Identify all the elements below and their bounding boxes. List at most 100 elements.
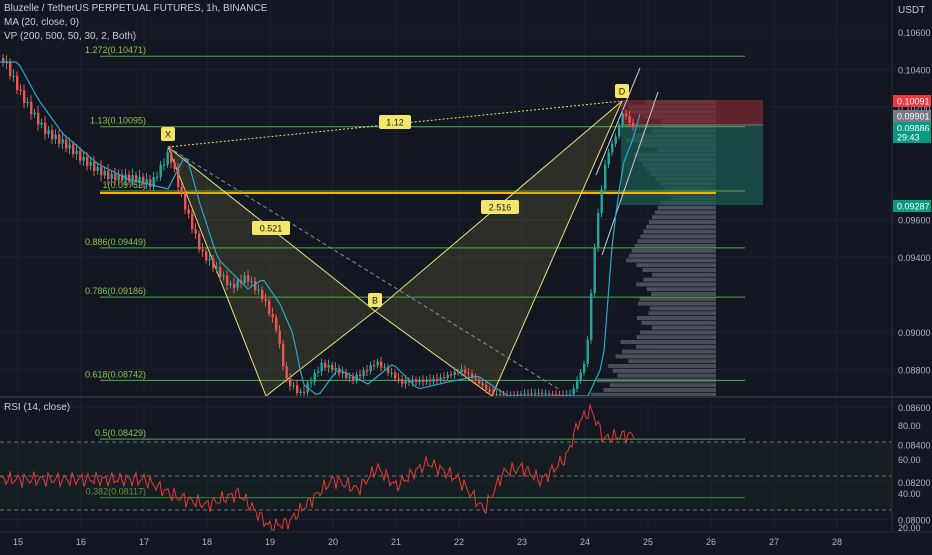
candle-body [387,367,390,373]
candle-body [359,374,362,377]
vp-row [591,392,716,397]
price-tag-bg [893,110,931,122]
candle-body [121,174,124,181]
rsi-pane[interactable] [0,404,892,531]
time-tick-label: 23 [517,537,527,547]
candle-body [243,275,246,284]
candle-body [439,377,442,381]
candle-body [394,372,397,379]
price-tag: 0.09287 [897,202,930,212]
candle-body [551,394,554,396]
candle-body [471,373,474,378]
candle-body [327,364,330,368]
candle-body [264,299,267,302]
candle-body [292,385,295,387]
candle-body [614,136,617,144]
candle-body [65,139,68,149]
candle-body [348,376,351,378]
vp-row [641,320,716,325]
candle-body [184,193,187,210]
candle-body [131,175,134,181]
time-tick-label: 25 [643,537,653,547]
bcd-triangle [375,101,622,396]
candle-body [117,174,120,181]
vp-row [608,364,716,368]
candle-body [369,365,372,372]
candle-body [572,388,575,395]
candle-body [180,186,183,194]
price-tick-label: 0.08200 [898,478,931,488]
vp-row [617,373,716,378]
candle-body [520,394,523,396]
candle-body [156,176,159,178]
candle-body [5,62,8,64]
candle-body [502,395,505,396]
candle-body [432,378,435,382]
rsi-tick-label: 20.00 [898,523,921,533]
candle-body [345,372,348,378]
candle-body [26,101,29,104]
time-tick-label: 27 [769,537,779,547]
vp-row [612,368,716,373]
candle-body [103,170,106,176]
candle-body [285,366,288,379]
candle-body [229,283,232,286]
candle-body [478,379,481,384]
vp-row [643,229,716,234]
fib-label: 1.272(0.10471) [85,45,146,55]
candle-body [82,156,85,161]
currency-label[interactable]: USDT [898,5,926,16]
xab-triangle [168,147,375,396]
vp-legend[interactable]: VP (200, 500, 50, 30, 2, Both) [4,31,137,42]
candle-body [355,374,358,381]
candle-body [23,90,26,104]
vp-row [636,335,716,340]
ratio-bd-badge: 2.516 [489,203,512,213]
rsi-legend[interactable]: RSI (14, close) [4,402,71,413]
candle-body [390,372,393,374]
vp-row [646,224,716,229]
price-tick-label: 0.10200 [898,103,931,113]
candle-body [341,372,344,374]
vp-row [651,292,716,296]
candle-body [61,139,64,144]
pattern-leg [265,310,376,397]
candle-body [397,378,400,380]
ma-legend[interactable]: MA (20, close, 0) [4,17,80,28]
candle-body [583,363,586,373]
time-tick-label: 22 [454,537,464,547]
fib-label: 0.786(0.09186) [85,286,146,296]
price-tag-bg [893,131,931,143]
candle-body [93,162,96,172]
candle-body [159,164,162,177]
candle-body [324,362,327,368]
candle-body [100,166,103,176]
symbol-title[interactable]: Bluzelle / TetherUS PERPETUAL FUTURES, 1… [4,3,268,14]
fib-levels: 1.272(0.10471) 1.13(0.10095) 1(0.09752) 0.8… [85,45,745,499]
take-profit-zone [621,125,763,205]
candle-body [450,374,453,376]
candle-body [415,379,418,383]
vp-row [622,349,716,354]
candle-body [86,156,89,166]
candle-body [215,267,218,269]
candle-body [47,130,50,134]
candle-body [446,374,449,378]
fib-label: 0.618(0.08742) [85,369,146,379]
candle-body [576,380,579,389]
candle-body [261,289,264,300]
vp-row [636,263,716,268]
candle-body [362,370,365,377]
price-tick-label: 0.09400 [898,253,931,263]
candle-body [250,281,253,283]
candle-body [481,383,484,386]
price-tag-bg [893,95,931,107]
candle-body [425,379,428,383]
vp-row [648,311,716,316]
candle-body [537,392,540,394]
candle-body [58,134,61,144]
pattern-leg [491,100,623,397]
candle-body [495,394,498,396]
candle-body [2,58,5,63]
